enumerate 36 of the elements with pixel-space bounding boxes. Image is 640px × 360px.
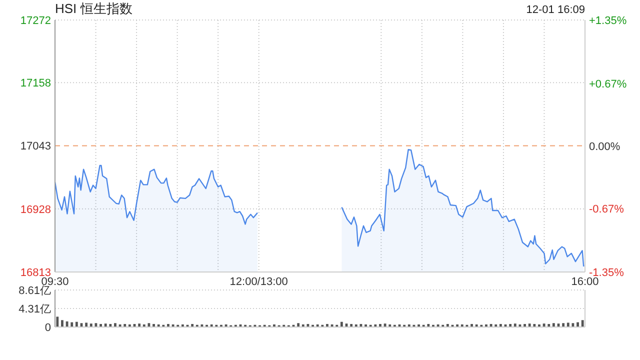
x-tick-label: 16:00 [571,276,599,288]
chart-subtitle: 12-01 16:09 [526,4,585,16]
bar [340,322,343,327]
y2-tick-label: +1.35% [589,15,627,27]
bar [138,324,141,327]
y2-tick-label: +0.67% [589,78,627,90]
bar [514,324,516,327]
bar [542,324,546,327]
y-tick-label: 17158 [20,78,51,90]
y2-tick-label: -1.35% [589,267,624,279]
bar [297,323,300,327]
bar [104,324,107,327]
x-tick-label: 12:00/13:00 [230,276,288,288]
bar [56,316,59,327]
y-tick-label: 4.31亿 [18,303,51,316]
bar [61,320,64,327]
bar [566,322,570,327]
y2-tick-label: 0.00% [589,141,620,153]
y-tick-label: 17272 [20,15,51,27]
bar [90,324,92,327]
y-tick-label: 0 [44,322,51,334]
y-tick-label: 16928 [20,204,51,216]
bar [528,324,531,327]
bar [85,322,88,327]
y-tick-label: 17043 [20,140,51,153]
y2-tick-label: -0.67% [589,204,624,216]
bar [384,324,386,327]
chart-title: HSI 恒生指数 [55,1,132,16]
bar [114,323,116,327]
bar [581,320,584,327]
bar [552,323,555,327]
y-tick-label: 8.61亿 [18,285,51,297]
bar [562,323,565,327]
y-tick-label: 16813 [20,267,51,279]
bar [66,321,68,327]
bar [75,322,78,327]
